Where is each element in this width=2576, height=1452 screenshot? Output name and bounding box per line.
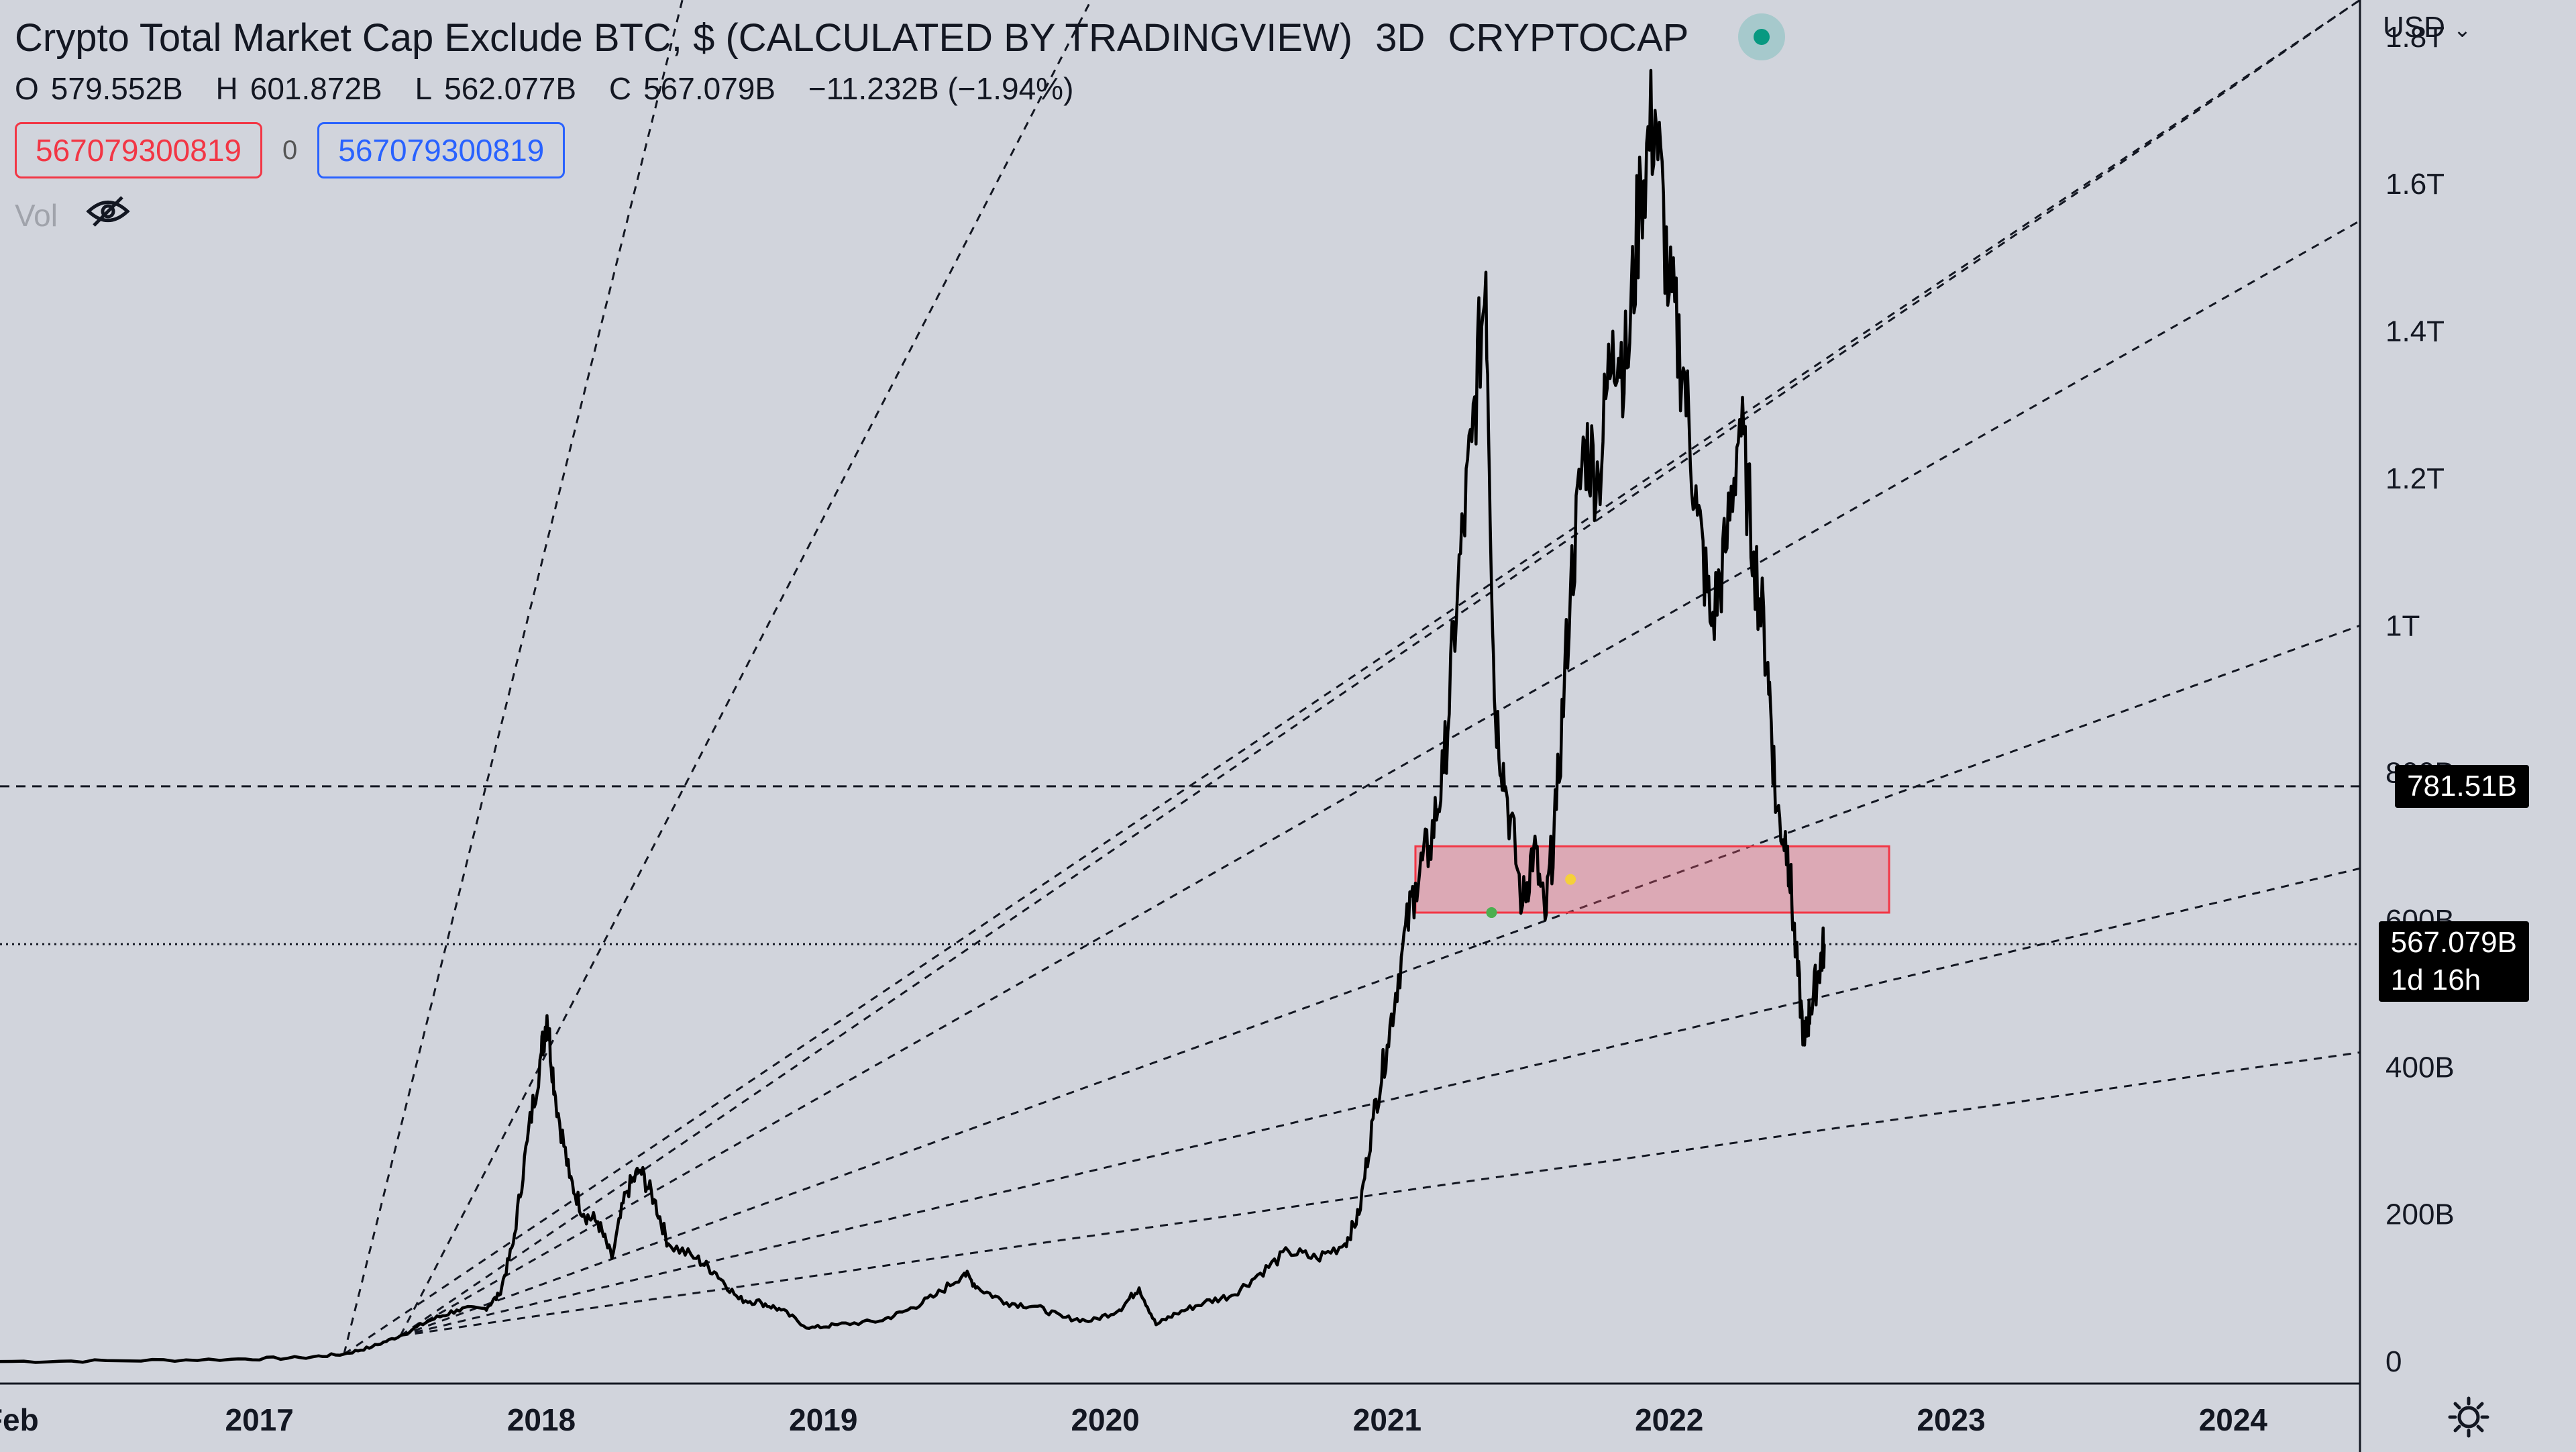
time-tick-label: 2018	[507, 1402, 576, 1437]
marker-dot	[1565, 874, 1576, 885]
time-tick-label: 2021	[1353, 1402, 1421, 1437]
time-tick-label: 2017	[225, 1402, 294, 1437]
spread-value: 0	[282, 135, 298, 165]
market-status-icon[interactable]	[1738, 13, 1786, 60]
chevron-down-icon: ⌄	[2453, 17, 2471, 42]
price-tick-label: 1.6T	[2385, 168, 2445, 201]
hidden-eye-icon[interactable]	[85, 195, 131, 236]
time-tick-label: 2024	[2199, 1402, 2268, 1437]
price-tick-label: 1.8T	[2385, 21, 2445, 54]
time-tick-label: 2023	[1917, 1402, 1985, 1437]
interval-label: 3D	[1375, 16, 1426, 60]
fan-line	[400, 219, 2361, 1337]
trade-buttons: 567079300819 0 567079300819	[15, 122, 1797, 178]
volume-label: Vol	[15, 197, 58, 233]
symbol-header[interactable]: Crypto Total Market Cap Exclude BTC, $ (…	[15, 9, 1797, 67]
price-tick-label: 1.2T	[2385, 462, 2445, 495]
markers	[1486, 874, 1576, 919]
price-series	[0, 68, 1826, 1364]
fan-line	[399, 0, 2361, 1337]
price-axis: 0200B400B600B800B1T1.2T1.4T1.6T1.8T	[2385, 21, 2455, 1378]
chart-legend: Crypto Total Market Cap Exclude BTC, $ (…	[15, 9, 1797, 236]
reference-lines	[0, 785, 2360, 945]
countdown-value: 1d 16h	[2390, 964, 2481, 997]
hline-price-label: 781.51B	[2395, 764, 2529, 808]
change-value: −11.232B (−1.94%)	[808, 71, 1074, 106]
high-label: H	[215, 71, 238, 106]
price-line	[0, 68, 1826, 1364]
fan-line	[400, 624, 2361, 1337]
price-tick-label: 1T	[2385, 609, 2420, 642]
price-zone	[1414, 845, 1890, 914]
ohlc-row: O 579.552B H 601.872B L 562.077B C 567.079B …	[15, 67, 1797, 110]
price-tick-label: 1.4T	[2385, 315, 2445, 348]
current-price-value: 567.079B	[2390, 926, 2517, 960]
open-value: 579.552B	[50, 71, 183, 106]
settings-gear-icon[interactable]	[2447, 1396, 2490, 1439]
volume-row: Vol	[15, 195, 1797, 236]
currency-label: USD	[2383, 11, 2445, 44]
time-tick-label: 2020	[1071, 1402, 1139, 1437]
time-tick-label: 2022	[1635, 1402, 1703, 1437]
price-tick-label: 400B	[2385, 1051, 2455, 1084]
time-tick-label: 2019	[789, 1402, 857, 1437]
buy-button[interactable]: 567079300819	[317, 122, 566, 178]
price-tick-label: 0	[2385, 1345, 2402, 1378]
sell-button[interactable]: 567079300819	[15, 122, 262, 178]
low-label: L	[415, 71, 433, 106]
fan-line	[343, 0, 684, 1355]
low-value: 562.077B	[444, 71, 577, 106]
open-label: O	[15, 71, 39, 106]
marker-dot	[1486, 907, 1497, 919]
symbol-title: Crypto Total Market Cap Exclude BTC, $ (…	[15, 16, 1353, 60]
close-value: 567.079B	[643, 71, 776, 106]
time-tick-label: Feb	[0, 1402, 39, 1437]
high-value: 601.872B	[250, 71, 382, 106]
close-label: C	[608, 71, 632, 106]
time-axis: Feb 2017 2018 2019 2020 2021 2022 2023 2024	[0, 1402, 2267, 1437]
current-price-label: 567.079B 1d 16h	[2378, 921, 2529, 1002]
fan-line	[343, 0, 2361, 1355]
currency-selector[interactable]: USD ⌄	[2383, 11, 2471, 44]
exchange-label: CRYPTOCAP	[1448, 16, 1689, 60]
zone-rectangle	[1414, 845, 1890, 914]
price-tick-label: 200B	[2385, 1198, 2455, 1231]
